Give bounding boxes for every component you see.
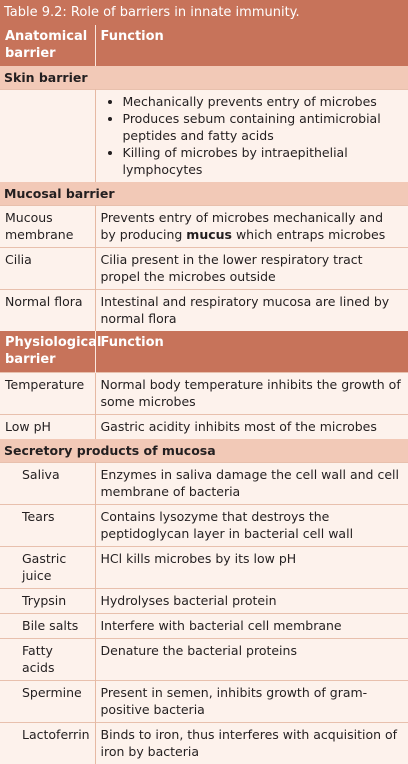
function-text: which entraps microbes [232, 227, 385, 242]
list-item: Killing of microbes by intraepithelial l… [123, 144, 403, 178]
section-skin-barrier: Skin barrier [0, 66, 408, 90]
table-row: Tears Contains lysozyme that destroys th… [0, 505, 408, 547]
table-row: Normal flora Intestinal and respiratory … [0, 290, 408, 332]
header-function: Function [95, 25, 408, 66]
product-name: Gastric juice [0, 547, 95, 589]
list-item: Produces sebum containing antimicrobial … [123, 110, 403, 144]
skin-functions: Mechanically prevents entry of microbes … [95, 90, 408, 183]
barrier-name: Low pH [0, 415, 95, 440]
section-row-skin: Skin barrier [0, 66, 408, 90]
table-title-row: Table 9.2: Role of barriers in innate im… [0, 0, 408, 25]
product-function: Present in semen, inhibits growth of gra… [95, 681, 408, 723]
barrier-function: Prevents entry of microbes mechanically … [95, 206, 408, 248]
product-function: HCl kills microbes by its low pH [95, 547, 408, 589]
product-name: Saliva [0, 463, 95, 505]
barrier-function: Cilia present in the lower respiratory t… [95, 248, 408, 290]
product-function: Contains lysozyme that destroys the pept… [95, 505, 408, 547]
product-function: Interfere with bacterial cell membrane [95, 614, 408, 639]
table-row: Lactoferrin Binds to iron, thus interfer… [0, 723, 408, 764]
product-function: Binds to iron, thus interferes with acqu… [95, 723, 408, 764]
section-secretory-products: Secretory products of mucosa [0, 439, 408, 463]
section-mucosal-barrier: Mucosal barrier [0, 182, 408, 206]
table-row: Mucous membrane Prevents entry of microb… [0, 206, 408, 248]
header-row-anatomical: Anatomical barrier Function [0, 25, 408, 66]
product-name: Lactoferrin [0, 723, 95, 764]
header-row-physiological: Physiological barrier Function [0, 331, 408, 373]
section-row-mucosal: Mucosal barrier [0, 182, 408, 206]
barrier-function: Gastric acidity inhibits most of the mic… [95, 415, 408, 440]
header-function: Function [95, 331, 408, 373]
section-row-secretory: Secretory products of mucosa [0, 439, 408, 463]
barrier-function: Normal body temperature inhibits the gro… [95, 373, 408, 415]
product-function: Enzymes in saliva damage the cell wall a… [95, 463, 408, 505]
table-title: Table 9.2: Role of barriers in innate im… [0, 0, 408, 25]
table-row: Gastric juice HCl kills microbes by its … [0, 547, 408, 589]
product-name: Fatty acids [0, 639, 95, 681]
skin-bullet-list: Mechanically prevents entry of microbes … [101, 93, 403, 178]
product-name: Trypsin [0, 589, 95, 614]
product-name: Tears [0, 505, 95, 547]
header-physiological-barrier: Physiological barrier [0, 331, 95, 373]
table-row: Fatty acids Denature the bacterial prote… [0, 639, 408, 681]
table-row: Cilia Cilia present in the lower respira… [0, 248, 408, 290]
table-row: Spermine Present in semen, inhibits grow… [0, 681, 408, 723]
table-row: Low pH Gastric acidity inhibits most of … [0, 415, 408, 440]
table-row: Temperature Normal body temperature inhi… [0, 373, 408, 415]
barrier-name: Temperature [0, 373, 95, 415]
function-bold-term: mucus [186, 227, 232, 242]
list-item: Mechanically prevents entry of microbes [123, 93, 403, 110]
skin-empty-cell [0, 90, 95, 183]
product-name: Spermine [0, 681, 95, 723]
table-row: Trypsin Hydrolyses bacterial protein [0, 589, 408, 614]
header-anatomical-barrier: Anatomical barrier [0, 25, 95, 66]
barrier-function: Intestinal and respiratory mucosa are li… [95, 290, 408, 332]
product-name: Bile salts [0, 614, 95, 639]
table-row-skin: Mechanically prevents entry of microbes … [0, 90, 408, 183]
barrier-name: Mucous membrane [0, 206, 95, 248]
barrier-name: Normal flora [0, 290, 95, 332]
table-row: Bile salts Interfere with bacterial cell… [0, 614, 408, 639]
product-function: Denature the bacterial proteins [95, 639, 408, 681]
product-function: Hydrolyses bacterial protein [95, 589, 408, 614]
barrier-name: Cilia [0, 248, 95, 290]
table-row: Saliva Enzymes in saliva damage the cell… [0, 463, 408, 505]
